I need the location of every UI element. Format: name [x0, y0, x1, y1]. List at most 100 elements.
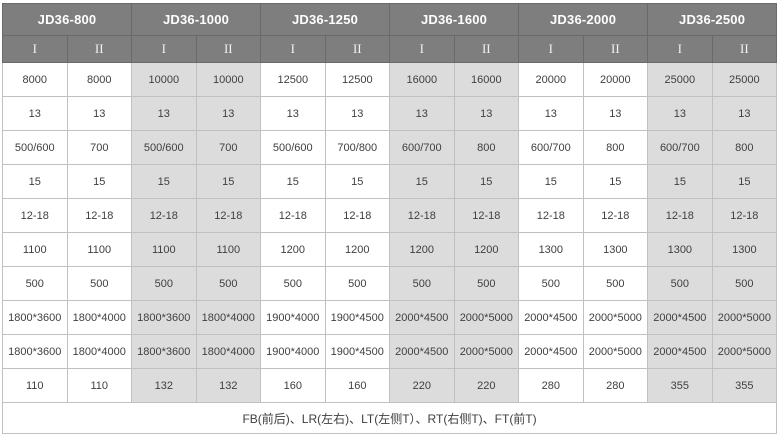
table-cell: 13 [2, 96, 68, 131]
table-cell: 500 [582, 266, 649, 301]
table-cell: 1300 [518, 232, 584, 267]
table-cell: 25000 [647, 62, 713, 97]
table-cell: 2000*4500 [389, 334, 455, 369]
table-cell: 2000*5000 [711, 300, 778, 335]
table-cell: 25000 [711, 62, 778, 97]
table-cell: 355 [647, 368, 713, 403]
model-header-jd36-1250: JD36-1250 [260, 3, 391, 36]
table-cell: 1800*3600 [131, 334, 197, 369]
model-header-jd36-800: JD36-800 [1, 3, 133, 36]
table-cell: 1800*3600 [2, 300, 68, 335]
table-cell: 1900*4500 [324, 334, 391, 369]
table-row: 13 13 13 13 13 13 13 13 13 13 13 13 [2, 96, 778, 131]
table-row: 1800*3600 1800*4000 1800*3600 1800*4000 1900… [2, 300, 778, 335]
table-cell: 160 [324, 368, 391, 403]
table-cell: 1100 [66, 232, 133, 267]
table-cell: 15 [453, 164, 520, 199]
table-cell: 12-18 [582, 198, 649, 233]
table-cell: 500 [711, 266, 778, 301]
subcolumn-header-ii: II [711, 35, 778, 63]
subcolumn-header-row: I II I II I II I II I II I II [2, 35, 778, 63]
table-cell: 500 [518, 266, 584, 301]
table-cell: 500/600 [260, 130, 326, 165]
table-cell: 700/800 [324, 130, 391, 165]
table-cell: 20000 [582, 62, 649, 97]
table-cell: 1800*4000 [195, 334, 262, 369]
table-cell: 1300 [711, 232, 778, 267]
table-cell: 15 [195, 164, 262, 199]
table-cell: 15 [582, 164, 649, 199]
table-cell: 500/600 [2, 130, 68, 165]
table-cell: 700 [66, 130, 133, 165]
table-cell: 13 [389, 96, 455, 131]
table-cell: 12-18 [66, 198, 133, 233]
table-cell: 12-18 [711, 198, 778, 233]
table-row: 110 110 132 132 160 160 220 220 280 280 355 355 [2, 368, 778, 403]
table-cell: 1800*4000 [66, 300, 133, 335]
table-cell: 280 [582, 368, 649, 403]
table-row: 8000 8000 10000 10000 12500 12500 16000 16000 20… [2, 62, 778, 97]
table-cell: 600/700 [647, 130, 713, 165]
table-cell: 2000*4500 [518, 300, 584, 335]
table-cell: 13 [711, 96, 778, 131]
table-cell: 280 [518, 368, 584, 403]
model-header-jd36-1600: JD36-1600 [389, 3, 520, 36]
table-cell: 15 [66, 164, 133, 199]
table-cell: 15 [2, 164, 68, 199]
subcolumn-header-i: I [131, 35, 197, 63]
table-cell: 16000 [453, 62, 520, 97]
subcolumn-header-ii: II [324, 35, 391, 63]
mounting-direction-note: FB(前后)、LR(左右)、LT(左侧T）、RT(右侧T)、FT(前T) [1, 402, 778, 434]
table-cell: 8000 [2, 62, 68, 97]
subcolumn-header-i: I [518, 35, 584, 63]
table-cell: 2000*5000 [582, 334, 649, 369]
table-cell: 1100 [195, 232, 262, 267]
table-cell: 800 [582, 130, 649, 165]
table-cell: 10000 [195, 62, 262, 97]
table-cell: 500 [260, 266, 326, 301]
table-cell: 355 [711, 368, 778, 403]
table-cell: 15 [518, 164, 584, 199]
table-cell: 1900*4000 [260, 334, 326, 369]
table-cell: 500 [453, 266, 520, 301]
table-cell: 15 [324, 164, 391, 199]
table-cell: 15 [131, 164, 197, 199]
table-cell: 12-18 [260, 198, 326, 233]
table-cell: 132 [195, 368, 262, 403]
table-cell: 12500 [260, 62, 326, 97]
table-cell: 500 [647, 266, 713, 301]
table-cell: 20000 [518, 62, 584, 97]
table-cell: 13 [195, 96, 262, 131]
table-row: 15 15 15 15 15 15 15 15 15 15 15 15 [2, 164, 778, 199]
table-cell: 12500 [324, 62, 391, 97]
table-cell: 13 [260, 96, 326, 131]
table-cell: 1100 [131, 232, 197, 267]
table-cell: 110 [2, 368, 68, 403]
jd36-spec-table: JD36-800 JD36-1000 JD36-1250 JD36-1600 JD36-… [1, 3, 778, 434]
subcolumn-header-i: I [389, 35, 455, 63]
table-cell: 10000 [131, 62, 197, 97]
table-cell: 12-18 [131, 198, 197, 233]
table-cell: 1300 [582, 232, 649, 267]
table-cell: 600/700 [518, 130, 584, 165]
table-cell: 500 [324, 266, 391, 301]
table-cell: 110 [66, 368, 133, 403]
table-cell: 220 [389, 368, 455, 403]
table-cell: 16000 [389, 62, 455, 97]
table-cell: 15 [647, 164, 713, 199]
subcolumn-header-i: I [260, 35, 326, 63]
table-cell: 2000*5000 [453, 300, 520, 335]
table-cell: 12-18 [2, 198, 68, 233]
table-cell: 13 [66, 96, 133, 131]
subcolumn-header-i: I [647, 35, 713, 63]
table-cell: 1800*4000 [195, 300, 262, 335]
table-cell: 8000 [66, 62, 133, 97]
table-cell: 500 [195, 266, 262, 301]
table-cell: 1900*4000 [260, 300, 326, 335]
table-cell: 132 [131, 368, 197, 403]
table-cell: 15 [260, 164, 326, 199]
table-cell: 800 [711, 130, 778, 165]
table-cell: 500 [66, 266, 133, 301]
table-cell: 13 [324, 96, 391, 131]
table-cell: 1800*3600 [2, 334, 68, 369]
